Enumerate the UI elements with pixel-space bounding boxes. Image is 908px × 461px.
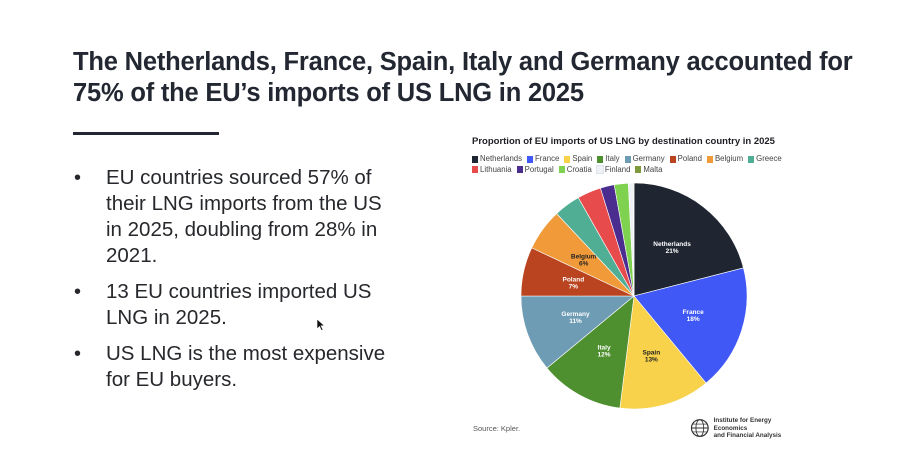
bullet-dot-icon: • [74, 167, 82, 189]
legend-item-croatia: Croatia [558, 164, 592, 176]
legend-swatch [595, 165, 604, 175]
slice-value: 13% [645, 357, 658, 364]
chart-legend: Netherlands France Spain Italy Germany Poland… [472, 154, 792, 175]
legend-label: Italy [605, 154, 620, 163]
legend-swatch [564, 155, 571, 163]
mouse-cursor-icon [316, 318, 326, 331]
pie-slice-spain [619, 295, 707, 410]
legend-label: Netherlands [480, 154, 523, 163]
legend-swatch [472, 155, 478, 163]
legend-label: Finland [604, 164, 631, 174]
slide-title: The Netherlands, France, Spain, Italy an… [73, 48, 853, 107]
legend-label: Germany [632, 154, 665, 163]
globe-icon [690, 419, 709, 438]
slice-value: 11% [569, 318, 582, 325]
pie-slice-germany [520, 295, 635, 369]
legend-item-portugal: Portugal [516, 164, 554, 176]
slice-value: 18% [687, 316, 700, 323]
slice-value: 7% [569, 283, 579, 290]
slice-label: Spain [642, 350, 660, 357]
chart-source: Source: Kpler. [473, 424, 521, 433]
ieefa-logo: Institute for Energy Economics and Finan… [690, 417, 805, 440]
legend-label: Poland [677, 154, 702, 163]
logo-line-1: Institute for Energy Economics [713, 417, 772, 432]
legend-item-greece: Greece [748, 154, 782, 165]
legend-swatch [669, 155, 676, 163]
pie-slice-italy [546, 295, 635, 409]
legend-swatch [748, 155, 755, 163]
slice-label: Belgium [571, 253, 597, 260]
legend-swatch [635, 166, 642, 174]
legend-item-spain: Spain [564, 154, 592, 165]
pie-chart: Netherlands 21% France 18% Spain 13% Italy 12% G… [465, 130, 805, 450]
bullet-list: • EU countries sourced 57% of their LNG … [70, 165, 400, 403]
bullet-dot-icon: • [74, 343, 82, 365]
legend-swatch [472, 166, 478, 174]
legend-item-poland: Poland [669, 154, 702, 165]
pie-slice-france [633, 267, 748, 384]
slice-label: Germany [561, 311, 590, 318]
slice-label: Italy [598, 344, 611, 351]
legend-item-belgium: Belgium [706, 154, 744, 165]
slice-value: 6% [579, 260, 589, 267]
slice-value: 21% [666, 248, 679, 255]
legend-item-lithuania: Lithuania [472, 165, 512, 176]
legend-swatch [624, 155, 631, 163]
legend-label: Malta [643, 164, 663, 174]
bullet-text: 13 EU countries imported US LNG in 2025. [106, 280, 372, 329]
legend-swatch [706, 155, 713, 163]
chart-title: Proportion of EU imports of US LNG by de… [472, 136, 775, 147]
legend-label: Croatia [566, 164, 592, 174]
legend-label: Spain [572, 154, 593, 163]
legend-label: Portugal [524, 164, 554, 174]
slice-value: 12% [598, 351, 611, 358]
pie-slice-netherlands [633, 182, 744, 297]
slice-label: France [682, 309, 704, 316]
bullet-item: • EU countries sourced 57% of their LNG … [70, 165, 400, 269]
pie-slice-malta [632, 182, 635, 297]
slice-label: Netherlands [653, 241, 691, 248]
legend-item-finland: Finland [595, 164, 631, 176]
legend-label: Lithuania [480, 164, 512, 174]
bullet-item: • 13 EU countries imported US LNG in 202… [70, 279, 400, 331]
legend-label: France [535, 154, 560, 163]
legend-swatch [516, 166, 523, 174]
legend-swatch [597, 155, 604, 163]
legend-item-germany: Germany [624, 154, 665, 165]
slice-label: Poland [563, 276, 585, 283]
legend-item-malta: Malta [635, 164, 663, 176]
bullet-text: US LNG is the most expensive for EU buye… [106, 342, 386, 391]
legend-item-italy: Italy [597, 154, 620, 165]
legend-item-netherlands: Netherlands [472, 154, 522, 165]
legend-label: Greece [756, 154, 782, 163]
title-divider [73, 132, 219, 135]
bullet-text: EU countries sourced 57% of their LNG im… [106, 166, 382, 267]
legend-swatch [558, 166, 565, 174]
bullet-dot-icon: • [74, 281, 82, 303]
legend-label: Belgium [714, 154, 744, 163]
bullet-item: • US LNG is the most expensive for EU bu… [70, 341, 400, 393]
logo-line-2: and Financial Analysis [713, 432, 782, 439]
legend-item-france: France [527, 154, 559, 165]
legend-swatch [527, 155, 534, 163]
